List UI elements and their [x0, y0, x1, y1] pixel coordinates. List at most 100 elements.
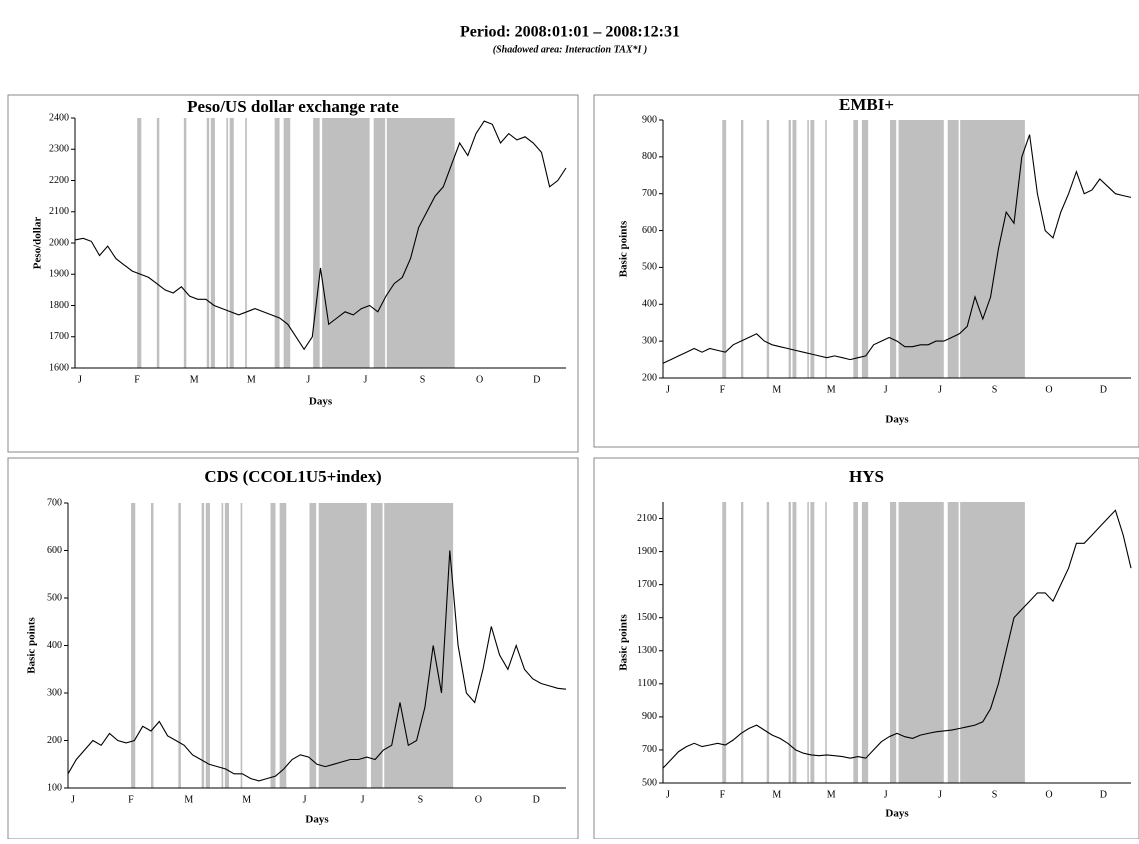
shaded-period: [788, 502, 791, 783]
shaded-period: [898, 120, 944, 378]
shaded-period: [373, 118, 386, 368]
y-tick-label: 300: [642, 335, 657, 346]
y-tick-label: 2100: [637, 513, 657, 524]
shaded-period: [309, 503, 317, 788]
shaded-period: [947, 120, 959, 378]
panel-frame: [7, 94, 579, 453]
x-tick-label: F: [720, 384, 726, 395]
shaded-period: [898, 502, 944, 783]
y-tick-label: 900: [642, 711, 657, 722]
panel-title: EMBI+: [839, 95, 894, 114]
shaded-period: [810, 120, 815, 378]
y-tick-label: 600: [642, 225, 657, 236]
x-tick-label: J: [71, 794, 75, 805]
shaded-period: [201, 503, 205, 788]
shaded-period: [722, 120, 727, 378]
x-tick-label: S: [418, 794, 424, 805]
shaded-period: [861, 120, 869, 378]
series-line: [67, 550, 567, 782]
shaded-period: [853, 502, 858, 783]
y-tick-label: 1800: [49, 300, 69, 311]
shaded-period: [322, 118, 370, 368]
x-tick-label: M: [772, 384, 781, 395]
shaded-period: [183, 118, 187, 368]
x-tick-label: J: [884, 789, 888, 800]
y-tick-label: 400: [642, 299, 657, 310]
x-tick-label: D: [1100, 789, 1107, 800]
shaded-period: [226, 118, 229, 368]
shaded-period: [240, 503, 243, 788]
x-tick-label: F: [134, 374, 140, 385]
series-line: [662, 134, 1132, 364]
x-tick-label: O: [475, 794, 482, 805]
y-tick-label: 2400: [49, 112, 69, 123]
y-tick-label: 700: [47, 497, 62, 508]
x-axis-label: Days: [885, 414, 909, 426]
shaded-period: [221, 503, 224, 788]
y-axis-label: Basic points: [618, 220, 630, 277]
shaded-period: [766, 502, 770, 783]
x-tick-label: D: [533, 374, 540, 385]
x-tick-label: D: [1100, 384, 1107, 395]
panel-title: HYS: [849, 467, 884, 486]
y-tick-label: 2200: [49, 175, 69, 186]
x-tick-label: J: [666, 789, 670, 800]
shaded-period: [741, 120, 744, 378]
shaded-period: [792, 502, 797, 783]
y-tick-label: 200: [47, 735, 62, 746]
shaded-period: [156, 118, 160, 368]
y-tick-label: 1300: [637, 645, 657, 656]
shaded-period: [274, 118, 280, 368]
x-tick-label: M: [827, 384, 836, 395]
y-tick-label: 600: [47, 545, 62, 556]
x-tick-label: M: [827, 789, 836, 800]
figure-subtitle: (Shadowed area: Interaction TAX*I ): [493, 44, 647, 55]
shaded-period: [151, 503, 154, 788]
shaded-period: [178, 503, 181, 788]
y-tick-label: 500: [642, 777, 657, 788]
x-tick-label: M: [247, 374, 256, 385]
shaded-period: [386, 118, 455, 368]
figure-title: Period: 2008:01:01 – 2008:12:31: [460, 24, 680, 41]
x-axis-label: Days: [309, 396, 333, 408]
shaded-period: [205, 503, 210, 788]
x-tick-label: J: [666, 384, 670, 395]
shaded-period: [245, 118, 247, 368]
shaded-period: [224, 503, 230, 788]
y-axis-label: Basic points: [26, 617, 38, 674]
shaded-period: [384, 503, 454, 788]
shaded-period: [960, 502, 1025, 783]
shaded-period: [283, 118, 291, 368]
y-tick-label: 1900: [49, 269, 69, 280]
series-line: [74, 120, 567, 351]
x-tick-label: M: [184, 794, 193, 805]
shaded-period: [131, 503, 136, 788]
y-tick-label: 1700: [637, 579, 657, 590]
y-tick-label: 700: [642, 744, 657, 755]
y-tick-label: 2000: [49, 237, 69, 248]
x-axis-label: Days: [305, 814, 329, 826]
shaded-period: [270, 503, 276, 788]
y-tick-label: 1700: [49, 331, 69, 342]
y-tick-label: 500: [642, 262, 657, 273]
shaded-period: [960, 120, 1025, 378]
y-tick-label: 900: [642, 114, 657, 125]
shaded-period: [722, 502, 727, 783]
y-tick-label: 1100: [637, 678, 657, 689]
series-line: [662, 509, 1132, 769]
y-tick-label: 200: [642, 372, 657, 383]
x-tick-label: J: [306, 374, 310, 385]
x-tick-label: O: [476, 374, 483, 385]
x-tick-label: M: [242, 794, 251, 805]
shaded-period: [370, 503, 383, 788]
shaded-period: [210, 118, 215, 368]
x-tick-label: O: [1045, 789, 1052, 800]
y-tick-label: 1600: [49, 362, 69, 373]
x-tick-label: J: [364, 374, 368, 385]
shaded-period: [792, 120, 797, 378]
y-tick-label: 700: [642, 188, 657, 199]
shaded-period: [137, 118, 142, 368]
panel-title: Peso/US dollar exchange rate: [187, 97, 399, 116]
